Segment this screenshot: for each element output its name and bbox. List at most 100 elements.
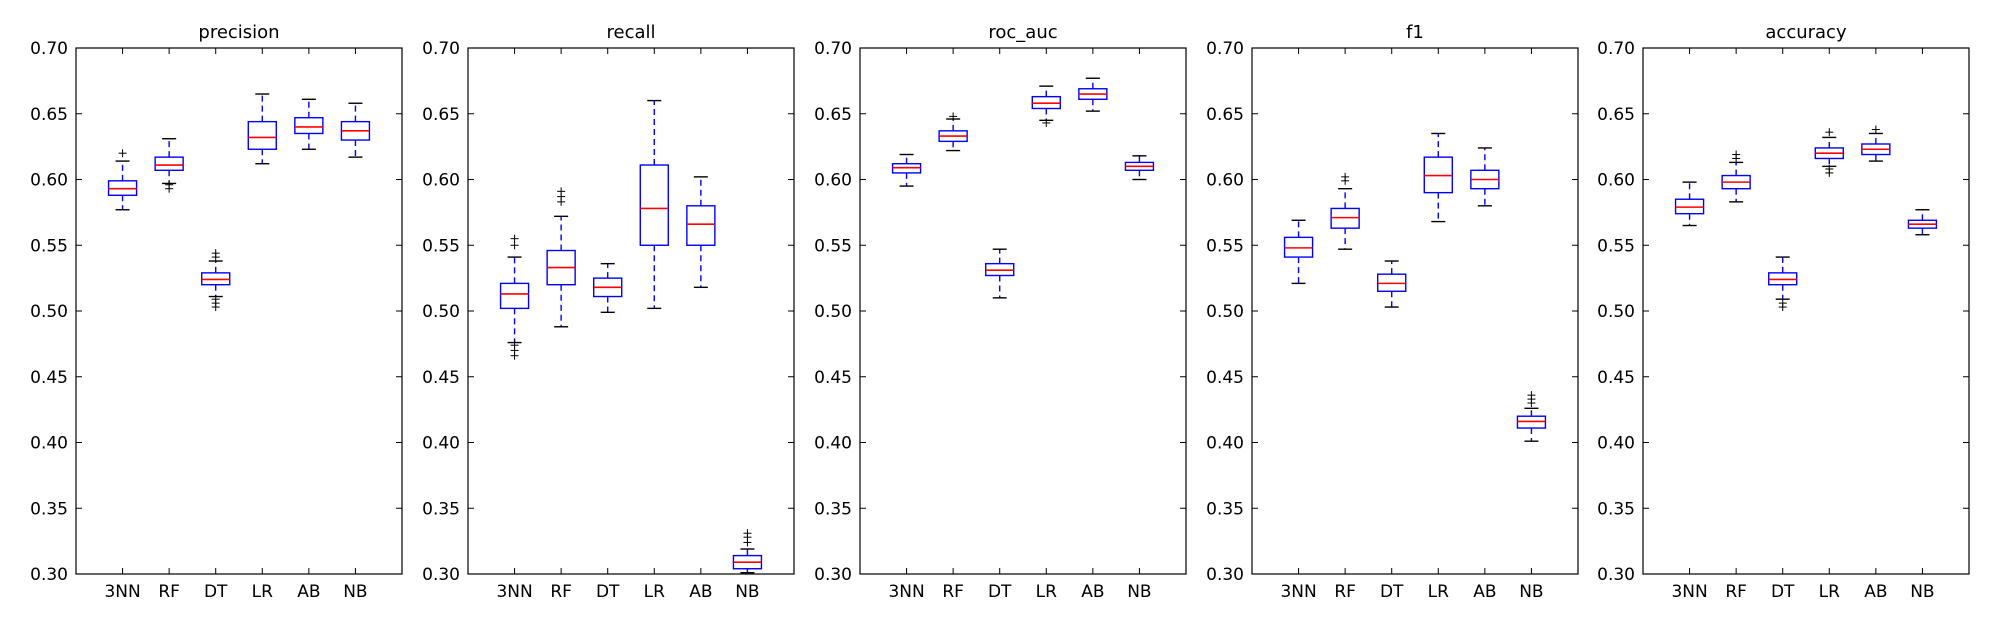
- x-tick-label: DT: [1380, 582, 1404, 602]
- flier-marker: [1732, 150, 1741, 159]
- axes-frame: [1642, 47, 1970, 575]
- chart-title: roc_auc: [988, 22, 1057, 43]
- x-tick-label: RF: [1725, 582, 1747, 602]
- y-tick-label: 0.40: [814, 434, 852, 454]
- iqr-box: [639, 164, 669, 246]
- x-tick-label: AB: [1081, 582, 1104, 602]
- x-tick-label: RF: [942, 582, 964, 602]
- box-3nn: [891, 153, 922, 187]
- flier-marker: [211, 249, 220, 258]
- panel-roc_auc: roc_auc 0.30 0.35 0.40 0.45 0.50 0.55 0.60 0.65 0…: [814, 22, 1187, 602]
- x-tick-label: NB: [735, 582, 759, 602]
- y-tick-label: 0.40: [1206, 434, 1244, 454]
- chart-title: recall: [606, 22, 655, 43]
- box-lr: [1423, 132, 1453, 223]
- y-tick-label: 0.65: [30, 105, 68, 125]
- x-tick-label: AB: [689, 582, 712, 602]
- x-tick-label: NB: [1910, 582, 1934, 602]
- x-tick-label: 3NN: [888, 582, 924, 602]
- axes-frame: [75, 47, 403, 575]
- x-tick-label: AB: [1864, 582, 1887, 602]
- box-dt: [1377, 260, 1407, 308]
- panel-f1: f1 0.30 0.35 0.40 0.45 0.50 0.55 0.60 0.65 0.70 3N…: [1206, 22, 1579, 602]
- iqr-box: [247, 120, 277, 150]
- flier-marker: [1825, 128, 1834, 137]
- y-tick-label: 0.60: [30, 171, 68, 191]
- x-tick-label: DT: [988, 582, 1012, 602]
- x-tick-label: DT: [204, 582, 228, 602]
- iqr-box: [686, 205, 716, 246]
- y-tick-label: 0.45: [30, 368, 68, 388]
- box-nb: [1124, 155, 1155, 181]
- box-3nn: [499, 234, 530, 360]
- y-tick-label: 0.50: [30, 302, 68, 322]
- x-tick-label: LR: [644, 582, 665, 602]
- y-tick-label: 0.60: [1597, 171, 1635, 191]
- y-tick-label: 0.65: [814, 105, 852, 125]
- axes-frame: [859, 47, 1187, 575]
- y-tick-label: 0.35: [30, 499, 68, 519]
- flier-marker: [510, 341, 519, 350]
- y-tick-label: 0.70: [30, 39, 68, 59]
- chart-title: f1: [1406, 22, 1424, 43]
- flier-marker: [1871, 125, 1880, 134]
- flier-marker: [1778, 299, 1787, 308]
- x-tick-label: AB: [297, 582, 320, 602]
- y-tick-label: 0.35: [422, 499, 460, 519]
- x-tick-label: 3NN: [1280, 582, 1316, 602]
- box-rf: [154, 138, 184, 193]
- x-tick-label: NB: [1519, 582, 1543, 602]
- chart-title: precision: [198, 22, 279, 43]
- y-tick-label: 0.45: [814, 368, 852, 388]
- box-lr: [639, 99, 669, 310]
- y-tick-label: 0.45: [1206, 368, 1244, 388]
- y-tick-label: 0.55: [422, 236, 460, 256]
- box-ab: [1470, 147, 1500, 207]
- flier-marker: [211, 295, 220, 304]
- box-dt: [593, 262, 623, 314]
- box-nb: [1907, 209, 1938, 236]
- box-lr: [1031, 85, 1061, 127]
- y-tick-label: 0.40: [30, 434, 68, 454]
- y-tick-label: 0.45: [422, 368, 460, 388]
- x-tick-label: 3NN: [496, 582, 532, 602]
- x-tick-label: NB: [1127, 582, 1151, 602]
- iqr-box: [499, 282, 530, 310]
- y-tick-label: 0.60: [1206, 171, 1244, 191]
- panel-accuracy: accuracy 0.30 0.35 0.40 0.45 0.50 0.55 0.60 0.65…: [1597, 22, 1970, 602]
- y-tick-label: 0.70: [814, 39, 852, 59]
- axes-frame: [1251, 47, 1579, 575]
- y-tick-label: 0.30: [30, 565, 68, 585]
- box-nb: [340, 102, 371, 158]
- flier-marker: [949, 112, 958, 121]
- y-tick-label: 0.70: [1206, 39, 1244, 59]
- x-tick-label: LR: [252, 582, 273, 602]
- box-rf: [546, 187, 576, 328]
- y-tick-label: 0.50: [814, 302, 852, 322]
- flier-marker: [743, 529, 752, 538]
- y-tick-label: 0.55: [1206, 236, 1244, 256]
- y-tick-label: 0.30: [814, 565, 852, 585]
- y-tick-label: 0.65: [422, 105, 460, 125]
- box-dt: [1768, 256, 1798, 312]
- y-tick-label: 0.30: [422, 565, 460, 585]
- chart-title: accuracy: [1765, 22, 1847, 43]
- y-tick-label: 0.55: [814, 236, 852, 256]
- y-tick-label: 0.70: [1597, 39, 1635, 59]
- box-rf: [1330, 172, 1360, 250]
- box-nb: [1516, 391, 1547, 442]
- box-3nn: [1674, 181, 1705, 227]
- box-rf: [1721, 150, 1751, 203]
- x-tick-label: RF: [550, 582, 572, 602]
- flier-marker: [557, 187, 566, 196]
- iqr-box: [294, 116, 324, 135]
- panel-recall: recall 0.30 0.35 0.40 0.45 0.50 0.55 0.60 0.65 0.…: [422, 22, 795, 602]
- panel-precision: precision 0.30 0.35 0.40 0.45 0.50 0.55 0.60 0.6…: [30, 22, 403, 602]
- x-tick-label: DT: [1771, 582, 1795, 602]
- y-tick-label: 0.60: [814, 171, 852, 191]
- box-dt: [201, 249, 231, 312]
- y-tick-label: 0.70: [422, 39, 460, 59]
- box-ab: [294, 98, 324, 150]
- x-tick-label: DT: [596, 582, 620, 602]
